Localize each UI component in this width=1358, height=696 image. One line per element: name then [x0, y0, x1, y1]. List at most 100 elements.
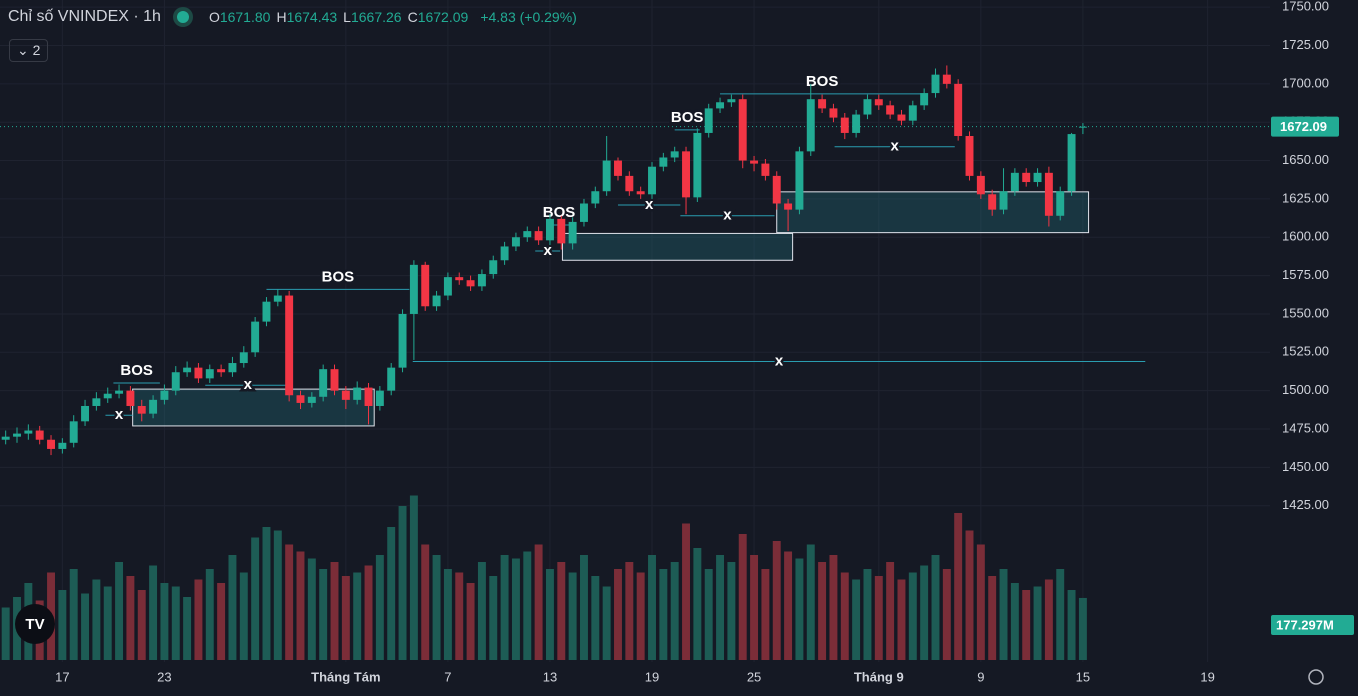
y-tick-label: 1650.00	[1282, 152, 1329, 167]
candle-body	[602, 160, 611, 192]
candle-body	[330, 369, 339, 391]
candle-body	[580, 203, 588, 222]
candle-body	[477, 274, 486, 287]
volume-bar	[489, 576, 498, 660]
volume-bar	[262, 527, 271, 660]
x-tick-label: 25	[747, 669, 761, 684]
candle-body	[591, 191, 600, 204]
market-status	[176, 11, 189, 23]
candle-body	[534, 231, 543, 241]
volume-bar	[239, 572, 248, 660]
candle-body	[364, 387, 373, 406]
candle-body	[443, 277, 452, 296]
volume-bar	[330, 562, 339, 660]
ohlc-legend: O1671.80 H1674.43 L1667.26 C1672.09	[209, 9, 474, 25]
candle-body	[387, 367, 396, 391]
last-volume-box	[1271, 615, 1354, 635]
candle-body	[398, 313, 407, 368]
volume-bar	[874, 576, 883, 660]
volume-bar	[568, 572, 577, 660]
volume-bar	[341, 576, 350, 660]
volume-bar	[171, 586, 180, 660]
volume-bar	[1044, 579, 1053, 660]
legend-key: L	[343, 9, 351, 25]
candle-body	[1078, 126, 1087, 128]
volume-bar	[988, 576, 997, 660]
candle-body	[523, 231, 532, 238]
volume-bar	[194, 579, 203, 660]
candle-body	[24, 430, 33, 434]
candle-body	[806, 99, 815, 152]
candle-body	[886, 105, 895, 115]
volume-bar	[908, 572, 917, 660]
candle-body	[251, 321, 260, 353]
sweep-label: x	[775, 352, 784, 369]
candle-body	[999, 191, 1008, 210]
volume-bar	[455, 572, 464, 660]
volume-bar	[897, 579, 906, 660]
volume-bar	[750, 555, 759, 660]
volume-bar	[1022, 590, 1031, 660]
volume-bar	[296, 551, 305, 660]
order-block	[561, 232, 794, 261]
volume-bar	[477, 562, 486, 660]
volume-bar	[818, 562, 827, 660]
legend-value: 1667.26	[350, 9, 402, 25]
candle-body	[840, 117, 849, 133]
candle-body	[409, 264, 418, 314]
candle-body	[58, 442, 67, 449]
candle-body	[137, 405, 146, 414]
volume-bar	[149, 565, 158, 660]
last-price-label: 1672.09	[1280, 119, 1327, 134]
symbol-title[interactable]: Chỉ số VNINDEX · 1h	[8, 8, 161, 25]
legend-key: O	[208, 9, 220, 25]
sweep-label: x	[244, 376, 253, 393]
candle-body	[296, 395, 305, 403]
candle-body	[149, 399, 158, 414]
volume-bar	[659, 569, 668, 660]
bos-label: BOS	[671, 109, 704, 126]
x-tick-label: 7	[444, 669, 451, 684]
volume-bar	[636, 572, 645, 660]
candle-body	[126, 390, 135, 406]
volume-bar	[81, 593, 90, 660]
indicator-toggle[interactable]: ⌄ 2	[9, 39, 49, 62]
candle-body	[614, 160, 622, 176]
settings-icon[interactable]	[1308, 669, 1324, 685]
volume-bar	[523, 551, 532, 660]
candle-body	[784, 203, 793, 210]
volume-bar	[580, 555, 588, 660]
candle-body	[557, 218, 566, 244]
volume-bar	[625, 562, 634, 660]
candle-body	[965, 136, 974, 176]
volume-bar	[137, 590, 146, 660]
volume-bar	[205, 569, 214, 660]
y-tick-label: 1475.00	[1282, 420, 1329, 435]
candle-body	[636, 191, 645, 195]
candle-body	[375, 390, 384, 406]
candle-body	[183, 367, 192, 373]
volume-bar	[852, 579, 861, 660]
candle-body	[772, 175, 781, 204]
volume-bar	[1033, 586, 1042, 660]
volume-bar	[387, 527, 396, 660]
sweep-label: x	[723, 207, 732, 224]
volume-bar	[682, 523, 690, 660]
candle-body	[13, 433, 21, 437]
candle-body	[217, 369, 226, 373]
candle-body	[682, 151, 690, 198]
volume-bar	[500, 555, 509, 660]
legend-value: 1671.80	[219, 9, 271, 25]
order-block	[132, 388, 375, 427]
candle-body	[319, 369, 328, 397]
candle-body	[103, 393, 112, 399]
candle-body	[954, 83, 963, 137]
bos-label: BOS	[322, 268, 355, 285]
volume-bar	[1056, 569, 1065, 660]
volume-bar	[806, 544, 815, 660]
candle-body	[285, 295, 294, 396]
x-tick-label: 17	[55, 669, 69, 684]
candle-body	[920, 93, 929, 106]
volume-bar	[375, 555, 384, 660]
volume-bar	[795, 558, 804, 660]
